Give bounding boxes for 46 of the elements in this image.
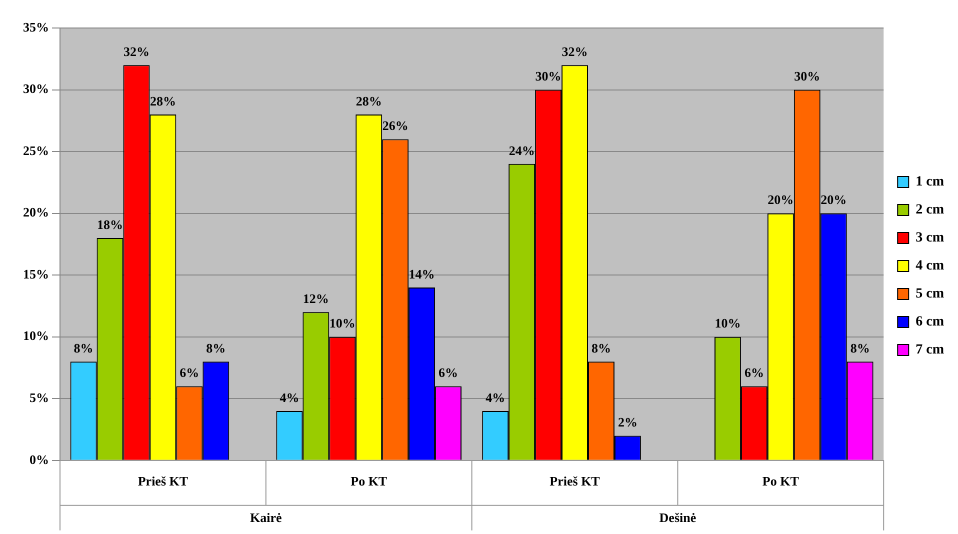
data-label: 6% — [180, 365, 200, 380]
data-label: 10% — [714, 316, 741, 331]
data-label: 6% — [438, 365, 458, 380]
data-label: 24% — [508, 142, 535, 158]
data-label: 20% — [768, 192, 794, 208]
x-tick-label: Prieš KT — [138, 474, 188, 489]
data-label: 4% — [280, 390, 300, 405]
data-label: 20% — [820, 192, 847, 208]
y-tick-label: 35% — [23, 19, 49, 34]
data-label: 8% — [206, 340, 226, 356]
data-label: 2% — [618, 414, 638, 430]
data-label: 26% — [382, 118, 408, 134]
data-label: 8% — [591, 340, 611, 356]
y-tick-label: 0% — [30, 452, 49, 467]
y-tick-label: 5% — [30, 390, 49, 405]
x-tick-label: Prieš KT — [550, 474, 600, 489]
legend-label: 2 cm — [916, 202, 944, 218]
legend-label: 1 cm — [916, 174, 944, 190]
data-label: 30% — [535, 68, 562, 84]
legend-label: 5 cm — [916, 286, 944, 302]
y-tick-label: 30% — [23, 81, 49, 96]
data-label: 32% — [123, 44, 150, 59]
data-label: 10% — [329, 316, 356, 331]
data-label: 8% — [74, 340, 94, 356]
y-tick-label: 15% — [23, 266, 49, 282]
data-label: 6% — [744, 365, 764, 380]
y-tick-label: 25% — [23, 142, 49, 158]
data-label: 14% — [408, 266, 435, 282]
legend-label: 6 cm — [916, 314, 944, 330]
legend-label: 3 cm — [916, 230, 944, 246]
y-tick-label: 20% — [23, 204, 49, 220]
data-label: 30% — [794, 68, 820, 84]
data-label: 8% — [850, 340, 870, 356]
text: Dešinė — [659, 510, 696, 525]
legend-label: 4 cm — [916, 258, 944, 274]
data-label: 32% — [562, 44, 588, 59]
x-tick-label: Po KT — [350, 474, 388, 489]
y-tick-label: 10% — [23, 328, 49, 344]
data-label: 4% — [486, 390, 506, 405]
data-label: 28% — [356, 93, 382, 108]
data-label: 12% — [302, 291, 329, 306]
text: Kairė — [250, 510, 282, 525]
data-label: 28% — [150, 93, 176, 108]
x-tick-label: Po KT — [762, 474, 800, 489]
data-label: 18% — [97, 216, 124, 232]
legend-label: 7 cm — [916, 342, 944, 358]
